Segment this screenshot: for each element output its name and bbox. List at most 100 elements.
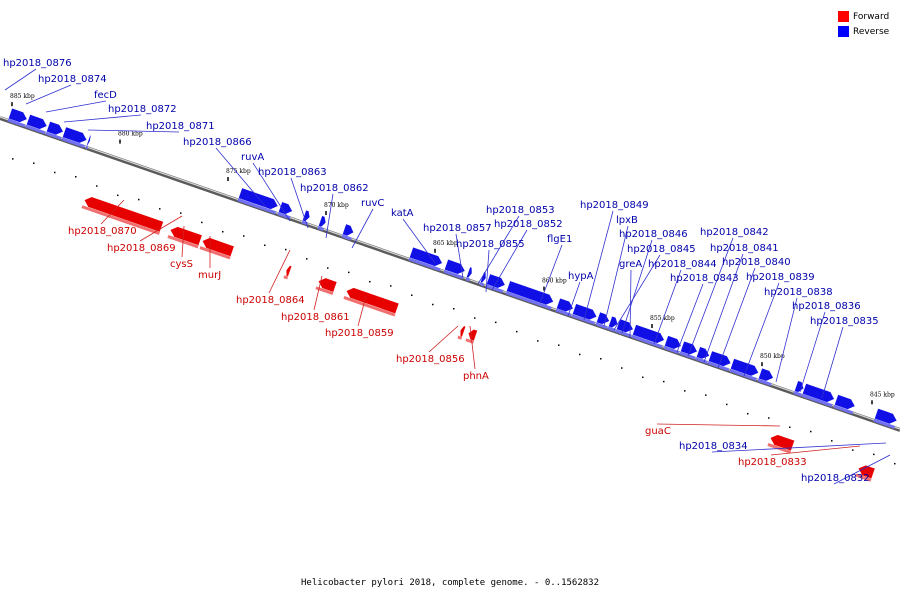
gene-label-hp2018_0869: hp2018_0869 — [107, 243, 176, 254]
gene-label-hp2018_0856: hp2018_0856 — [396, 354, 465, 365]
gene-label-fecD: fecD — [94, 90, 117, 101]
gene-label-hp2018_0845: hp2018_0845 — [627, 244, 696, 255]
gene-label-hp2018_0855: hp2018_0855 — [456, 239, 525, 250]
leader-line — [455, 233, 464, 279]
tick-label: 870 kbp — [324, 202, 349, 209]
leader-line — [653, 269, 682, 345]
minor-mark — [852, 449, 854, 451]
gene-arrow-hp2018_0846 — [615, 318, 634, 338]
gene-arrow-hp2018_0853 — [465, 266, 473, 282]
minor-mark — [558, 344, 560, 346]
legend-label-forward: Forward — [853, 11, 890, 22]
leader-line — [428, 325, 459, 353]
leader-line — [325, 193, 334, 239]
gene-label-hp2018_0840: hp2018_0840 — [722, 257, 791, 268]
leader-line — [629, 269, 632, 339]
leader-line — [25, 84, 72, 105]
minor-mark — [747, 412, 749, 415]
leader-line — [711, 442, 887, 453]
legend-swatch-reverse — [838, 26, 849, 37]
minor-mark — [537, 340, 539, 342]
gene-arrow-hp2018_0845 — [607, 315, 619, 333]
leader-line — [775, 297, 798, 383]
gene-arrow-hp2018_0866 — [237, 187, 279, 215]
leader-line — [491, 229, 528, 291]
gene-label-hp2018_0834: hp2018_0834 — [679, 441, 748, 452]
legend-label-reverse: Reverse — [853, 26, 890, 37]
gene-arrow-hp2018_0849 — [571, 303, 598, 325]
minor-mark — [684, 390, 686, 392]
gene-arrow-hp2018_0836 — [801, 383, 835, 408]
minor-mark — [390, 285, 392, 287]
gene-arrow-hp2018_0843 — [679, 340, 698, 360]
minor-mark — [621, 367, 623, 369]
tick-label: 860 kbp — [542, 278, 567, 285]
leader-line — [100, 199, 125, 225]
gene-arrow-hp2018_0855 — [479, 271, 487, 287]
gene-label-hp2018_0852: hp2018_0852 — [494, 219, 563, 230]
genome-caption: Helicobacter pylori 2018, complete genom… — [300, 578, 599, 588]
gene-arrow-hp2018_0840 — [729, 358, 760, 381]
leader-line — [313, 275, 323, 311]
gene-label-hp2018_0876: hp2018_0876 — [3, 58, 72, 69]
minor-mark — [285, 248, 287, 251]
leader-line — [821, 326, 844, 399]
minor-mark — [96, 185, 98, 187]
gene-arrow-hp2018_0838 — [793, 380, 805, 397]
minor-mark — [432, 303, 434, 306]
leader-line — [717, 267, 756, 369]
leader-line — [770, 445, 861, 456]
gene-label-phnA: phnA — [463, 371, 489, 382]
minor-mark — [810, 430, 812, 433]
gene-label-hp2018_0853: hp2018_0853 — [486, 205, 555, 216]
leader-line — [703, 253, 744, 363]
gene-arrow-cysS — [199, 237, 235, 260]
minor-mark — [663, 380, 665, 383]
tick-label: 885 kbp — [10, 93, 35, 100]
minor-mark — [243, 235, 245, 237]
tick-label: 875 kbp — [226, 168, 251, 175]
gene-arrow-hp2018_0835 — [833, 394, 856, 415]
leader-line — [215, 147, 267, 208]
minor-mark — [180, 212, 182, 214]
gene-label-hp2018_0846: hp2018_0846 — [619, 229, 688, 240]
minor-mark — [138, 198, 140, 201]
leader-line — [402, 218, 436, 264]
minor-mark — [201, 221, 203, 224]
minor-mark — [642, 376, 644, 379]
minor-mark — [726, 403, 728, 406]
gene-arrow-ruvC — [341, 223, 354, 241]
gene-label-hp2018_0842: hp2018_0842 — [700, 227, 769, 238]
gene-label-hp2018_0841: hp2018_0841 — [710, 243, 779, 254]
gene-arrow-hp2018_0863 — [301, 209, 311, 226]
minor-mark — [75, 176, 77, 178]
minor-mark — [789, 426, 791, 429]
gene-arrow-hp2018_0862 — [317, 215, 327, 231]
gene-label-murJ: murJ — [198, 270, 221, 281]
minor-mark — [222, 230, 224, 233]
leader-line — [676, 283, 704, 353]
leader-line — [181, 225, 185, 258]
gene-label-greA: greA — [619, 259, 642, 270]
gene-label-hp2018_0871: hp2018_0871 — [146, 121, 215, 132]
leader-line — [539, 244, 563, 304]
gene-label-hp2018_0864: hp2018_0864 — [236, 295, 305, 306]
minor-mark — [411, 294, 413, 296]
legend: Forward Reverse — [838, 9, 889, 39]
tick-label: 845 kbp — [870, 391, 895, 398]
minor-mark — [12, 158, 14, 160]
minor-mark — [495, 321, 497, 324]
gene-label-hp2018_0843: hp2018_0843 — [670, 273, 739, 284]
leader-line — [567, 281, 581, 317]
leader-line — [799, 311, 826, 393]
leader-line — [477, 215, 520, 285]
leader-line — [63, 114, 142, 123]
gene-label-hp2018_0863: hp2018_0863 — [258, 167, 327, 178]
leader-line — [45, 100, 107, 113]
tick-label: 855 kbp — [650, 315, 675, 322]
leader-line — [268, 249, 291, 294]
gene-arrow-hp2018_0872 — [61, 126, 88, 148]
gene-arrow-hp2018_0839 — [757, 367, 774, 386]
gene-arrow-hypA — [555, 297, 574, 317]
